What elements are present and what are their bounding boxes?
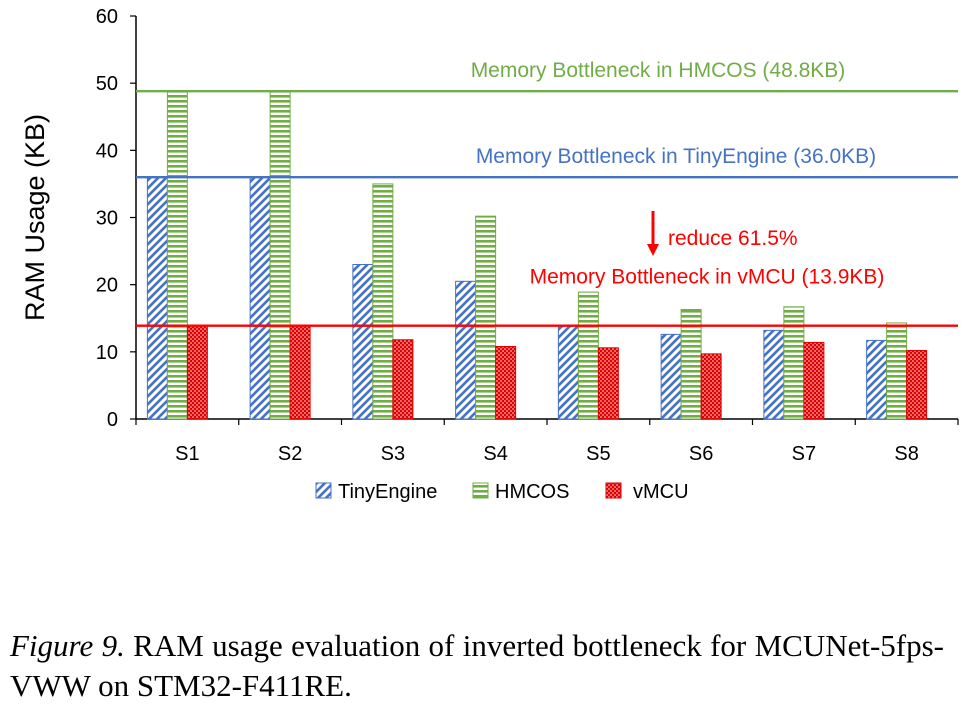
y-tick-label: 30 — [96, 208, 118, 230]
reference-line-label-2: Memory Bottleneck in vMCU (13.9KB) — [530, 266, 885, 289]
bar-tinyengine-s7 — [763, 329, 785, 420]
reduce-arrow-head — [647, 244, 659, 256]
bar-hmcos-s7 — [783, 306, 805, 420]
reduce-label: reduce 61.5% — [668, 227, 798, 250]
x-tick-label: S7 — [792, 443, 816, 465]
x-tick-label: S5 — [586, 443, 610, 465]
reference-line-label-0: Memory Bottleneck in HMCOS (48.8KB) — [471, 59, 846, 82]
bar-vmcu-s5 — [597, 347, 619, 420]
bar-hmcos-s5 — [577, 291, 599, 420]
bar-vmcu-s2 — [289, 325, 311, 420]
caption-text: RAM usage evaluation of inverted bottlen… — [10, 628, 944, 703]
bar-tinyengine-s3 — [352, 264, 374, 420]
bar-vmcu-s4 — [495, 345, 517, 420]
x-tick-label: S8 — [894, 443, 918, 465]
bar-tinyengine-s1 — [146, 176, 168, 420]
bar-hmcos-s4 — [475, 215, 497, 420]
bar-tinyengine-s8 — [866, 339, 888, 420]
legend-swatch-tinyengine — [315, 482, 332, 499]
ram-usage-chart: 0 10 20 30 40 50 60 S1 S2 S3 S4 S5 S6 S7 S8 RAM Usage (… — [20, 6, 959, 503]
reference-lines: Memory Bottleneck in HMCOS (48.8KB) Memor… — [136, 59, 958, 327]
reference-line-label-1: Memory Bottleneck in TinyEngine (36.0KB) — [476, 145, 876, 168]
figure-label: Figure 9. — [10, 628, 125, 663]
bars — [146, 90, 928, 420]
bar-hmcos-s2 — [269, 90, 291, 420]
x-tick-label: S6 — [689, 443, 713, 465]
bar-tinyengine-s2 — [249, 176, 271, 420]
bar-hmcos-s1 — [166, 90, 188, 420]
legend-swatch-vmcu — [605, 482, 622, 499]
legend-swatch-hmcos — [472, 482, 489, 499]
x-tick-label: S2 — [278, 443, 302, 465]
x-tick-label: S3 — [381, 443, 405, 465]
x-tick-label: S4 — [483, 443, 507, 465]
y-tick-label: 10 — [96, 342, 118, 364]
reduction-annotation: reduce 61.5% — [647, 211, 798, 256]
bar-vmcu-s6 — [700, 353, 722, 420]
bar-tinyengine-s4 — [455, 280, 477, 420]
figure-caption: Figure 9. RAM usage evaluation of invert… — [10, 626, 944, 706]
bar-vmcu-s3 — [392, 339, 414, 420]
bar-vmcu-s7 — [803, 341, 825, 420]
bar-hmcos-s8 — [886, 322, 908, 420]
y-tick-label: 40 — [96, 140, 118, 162]
bar-hmcos-s3 — [372, 183, 394, 420]
legend-label-tinyengine: TinyEngine — [338, 481, 437, 503]
bar-tinyengine-s5 — [557, 325, 579, 420]
legend-label-vmcu: vMCU — [633, 481, 689, 503]
bar-vmcu-s8 — [906, 349, 928, 420]
y-tick-label: 0 — [107, 409, 118, 431]
bar-tinyengine-s6 — [660, 333, 682, 420]
bar-vmcu-s1 — [186, 325, 208, 420]
y-tick-label: 20 — [96, 275, 118, 297]
y-tick-label: 60 — [96, 6, 118, 28]
y-tick-label: 50 — [96, 73, 118, 95]
x-tick-label: S1 — [175, 443, 199, 465]
y-axis-label: RAM Usage (KB) — [20, 114, 50, 321]
legend: TinyEngine HMCOS vMCU — [315, 481, 689, 503]
axes: 0 10 20 30 40 50 60 S1 S2 S3 S4 S5 S6 S7 S8 RAM Usage (… — [20, 6, 959, 465]
legend-label-hmcos: HMCOS — [495, 481, 569, 503]
